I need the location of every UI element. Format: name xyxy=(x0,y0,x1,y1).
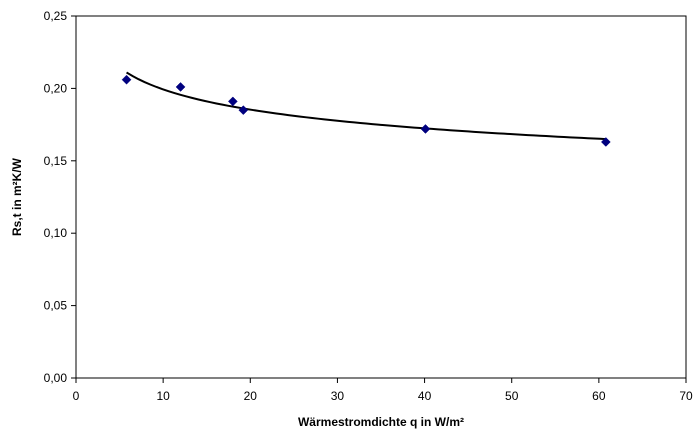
data-point xyxy=(175,82,186,92)
data-point xyxy=(238,105,249,115)
plot-frame xyxy=(75,15,687,379)
y-axis-title: Rs,t in m²K/W xyxy=(10,157,24,236)
x-tick-label: 60 xyxy=(592,389,606,403)
x-tick-label: 10 xyxy=(156,389,170,403)
x-tick-label: 70 xyxy=(679,389,693,403)
trendline-layer xyxy=(126,71,606,141)
data-point xyxy=(600,137,611,147)
data-point xyxy=(121,74,132,85)
y-tick-label: 0,25 xyxy=(44,9,68,23)
data-point xyxy=(228,96,238,107)
x-tick-label: 20 xyxy=(244,389,258,403)
y-axis-ticks: 0,00 0,05 0,10 0,15 0,20 0,25 xyxy=(44,9,76,385)
x-tick-label: 30 xyxy=(331,389,345,403)
plot-area xyxy=(75,15,687,379)
x-axis-title: Wärmestromdichte q in W/m² xyxy=(298,415,464,429)
y-tick-label: 0,10 xyxy=(44,226,68,240)
data-point xyxy=(420,124,431,134)
x-axis-ticks: 0 10 20 30 40 50 60 70 xyxy=(73,378,693,403)
data-points xyxy=(121,74,611,147)
x-tick-label: 50 xyxy=(505,389,519,403)
x-tick-label: 0 xyxy=(73,389,80,403)
y-tick-label: 0,05 xyxy=(44,299,68,313)
y-tick-label: 0,00 xyxy=(44,371,68,385)
trendline xyxy=(126,71,606,141)
y-tick-label: 0,20 xyxy=(44,81,68,95)
x-tick-label: 40 xyxy=(418,389,432,403)
y-tick-label: 0,15 xyxy=(44,154,68,168)
